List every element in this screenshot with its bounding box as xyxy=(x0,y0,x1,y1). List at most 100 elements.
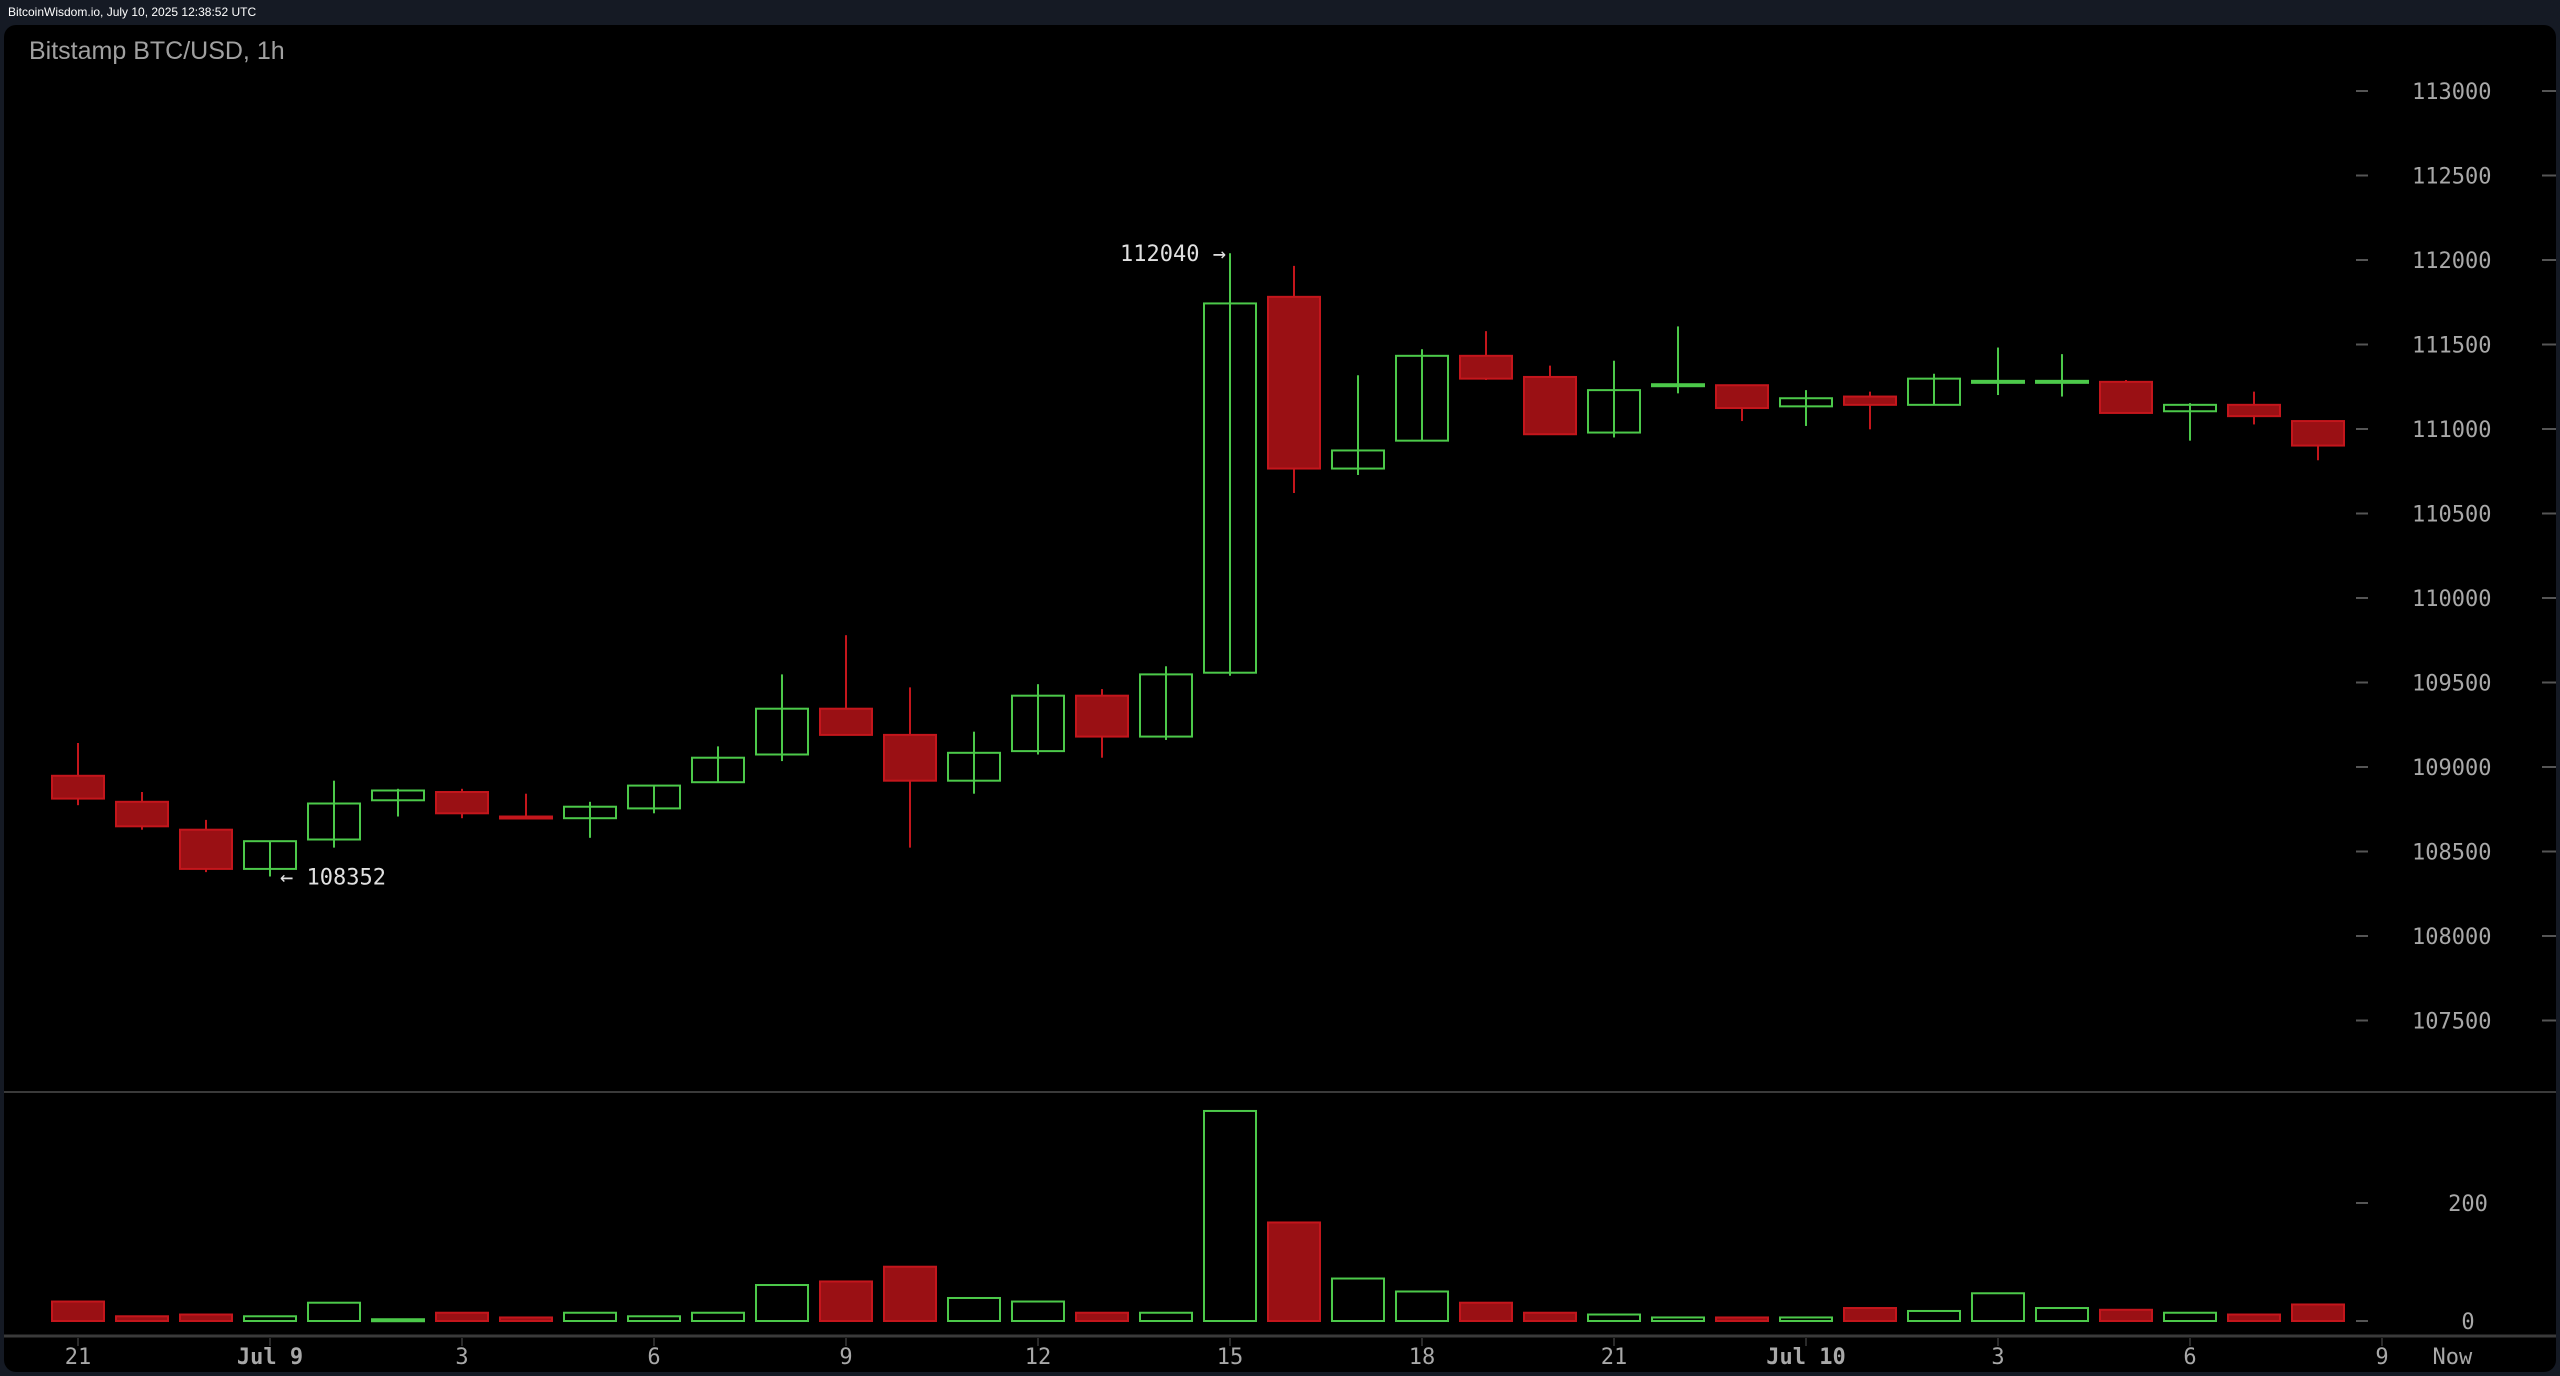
volume-bar-down xyxy=(115,1315,169,1323)
volume-bar-up xyxy=(755,1284,809,1323)
volume-bar-up xyxy=(1395,1290,1449,1322)
volume-tick-label: 0 xyxy=(2461,1310,2474,1335)
candle-up xyxy=(755,707,809,756)
y-tick-label: 108000 xyxy=(2412,925,2491,950)
volume-bar-up xyxy=(947,1296,1001,1322)
y-tick-label: 109000 xyxy=(2412,756,2491,781)
x-tick-label: 15 xyxy=(1217,1345,1244,1370)
volume-bar-down xyxy=(499,1316,553,1322)
candle-down xyxy=(499,815,553,820)
candle-down xyxy=(883,733,937,782)
candle-down xyxy=(1459,354,1513,380)
candle-up xyxy=(2163,403,2217,413)
volume-bar-up xyxy=(1971,1292,2025,1323)
candle-down xyxy=(51,774,105,800)
candle-down xyxy=(2227,403,2281,418)
y-tick-label: 113000 xyxy=(2412,80,2491,105)
volume-bar-up xyxy=(307,1301,361,1322)
candle-down xyxy=(1075,694,1129,738)
candle-down xyxy=(1523,375,1577,436)
volume-bar-up xyxy=(2035,1307,2089,1323)
candle-up xyxy=(1011,694,1065,753)
volume-bar-up xyxy=(563,1311,617,1322)
candle-down xyxy=(2099,380,2153,414)
volume-bar-down xyxy=(179,1313,233,1323)
timestamp-header: BitcoinWisdom.io, July 10, 2025 12:38:52… xyxy=(8,5,257,19)
candle-up xyxy=(307,802,361,841)
candle-down xyxy=(179,828,233,870)
volume-bar-up xyxy=(627,1315,681,1323)
volume-bar-up xyxy=(1139,1311,1193,1322)
candle-up xyxy=(1651,383,1705,388)
candle-up xyxy=(2035,379,2089,384)
chart-panel: 113000 112500 112000 111500 111000 110500 1100… xyxy=(4,25,2556,1372)
volume-bar-down xyxy=(1843,1307,1897,1323)
volume-bar-down xyxy=(1267,1221,1321,1322)
candlestick-chart[interactable]: 113000 112500 112000 111500 111000 110500 1100… xyxy=(4,25,2556,1372)
volume-bar-down xyxy=(51,1300,105,1323)
x-tick-label: 3 xyxy=(455,1345,468,1370)
volume-bar-down xyxy=(2227,1313,2281,1323)
candle-up xyxy=(1203,302,1257,674)
y-tick-label: 110500 xyxy=(2412,503,2491,528)
volume-bar-down xyxy=(435,1311,489,1322)
x-tick-label: Now xyxy=(2433,1345,2473,1370)
candle-up xyxy=(1779,397,1833,408)
candle-down xyxy=(819,707,873,736)
volume-bar-up xyxy=(1011,1300,1065,1323)
volume-bar-up xyxy=(1331,1277,1385,1323)
volume-bar-up xyxy=(1907,1309,1961,1322)
x-tick-label: Jul 9 xyxy=(237,1345,303,1370)
candle-up xyxy=(1139,673,1193,738)
y-tick-label: 111000 xyxy=(2412,418,2491,443)
volume-bar-down xyxy=(1459,1301,1513,1322)
volume-bar-down xyxy=(2099,1308,2153,1323)
x-tick-label: 18 xyxy=(1409,1345,1436,1370)
volume-bar-down xyxy=(1523,1311,1577,1322)
candle-up xyxy=(1907,377,1961,406)
candle-down xyxy=(115,800,169,828)
candle-down xyxy=(435,791,489,815)
volume-bar-up xyxy=(691,1311,745,1322)
candle-up xyxy=(1587,389,1641,434)
top-bar: BitcoinWisdom.io, July 10, 2025 12:38:52… xyxy=(0,0,2560,25)
volume-bar-up xyxy=(1651,1316,1705,1322)
candle-up xyxy=(1395,354,1449,442)
x-tick-label: 6 xyxy=(2183,1345,2196,1370)
candle-up xyxy=(1331,449,1385,470)
candle-down xyxy=(1843,395,1897,406)
candle-up xyxy=(947,751,1001,782)
x-tick-label: 3 xyxy=(1991,1345,2004,1370)
y-tick-label: 111500 xyxy=(2412,334,2491,359)
volume-bar-up xyxy=(1779,1316,1833,1322)
x-tick-label: 12 xyxy=(1025,1345,1052,1370)
volume-bar-down xyxy=(2291,1303,2345,1322)
x-tick-label: 21 xyxy=(1601,1345,1628,1370)
volume-bar-up xyxy=(243,1315,297,1323)
volume-bar-down xyxy=(883,1265,937,1322)
candle-up xyxy=(691,756,745,784)
x-tick-label: Jul 10 xyxy=(1766,1345,1845,1370)
x-tick-label: 9 xyxy=(839,1345,852,1370)
x-tick-label: 6 xyxy=(647,1345,660,1370)
candle-up xyxy=(371,789,425,802)
candle-down xyxy=(2291,420,2345,447)
candle-up xyxy=(563,805,617,820)
y-tick-label: 109500 xyxy=(2412,672,2491,697)
volume-bar-up xyxy=(371,1318,425,1323)
volume-bar-down xyxy=(1075,1311,1129,1322)
volume-bar-down xyxy=(1715,1316,1769,1322)
volume-tick-label: 200 xyxy=(2448,1192,2488,1217)
high-annotation: 112040 → xyxy=(1120,242,1226,267)
y-tick-label: 112500 xyxy=(2412,165,2491,190)
x-tick-label: 9 xyxy=(2375,1345,2388,1370)
candle-down xyxy=(1715,384,1769,410)
y-tick-label: 112000 xyxy=(2412,249,2491,274)
chart-title: Bitstamp BTC/USD, 1h xyxy=(29,37,285,65)
y-tick-label: 108500 xyxy=(2412,841,2491,866)
volume-bar-down xyxy=(819,1280,873,1322)
volume-bar-up xyxy=(2163,1311,2217,1322)
x-tick-label: 21 xyxy=(65,1345,92,1370)
y-tick-label: 107500 xyxy=(2412,1010,2491,1035)
candle-down xyxy=(1267,295,1321,470)
